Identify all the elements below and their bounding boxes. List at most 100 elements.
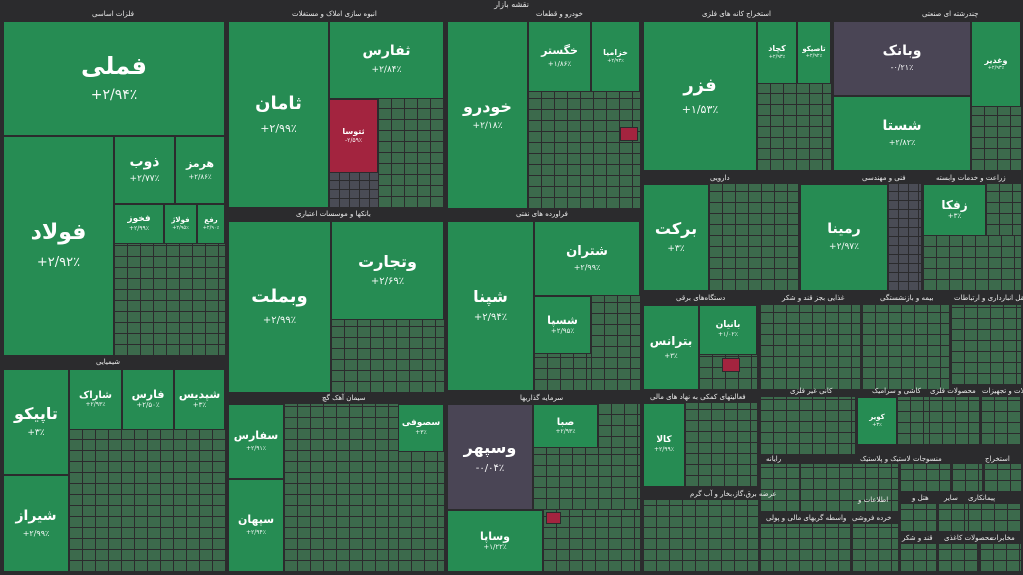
sector-label-mining: استخراج — [985, 455, 1010, 463]
tile-taapiko[interactable]: تاپیکو +۳٪ — [3, 369, 69, 475]
tile-name: رمینا — [827, 220, 861, 237]
tile-fameli[interactable]: فملی +۲/۹۴٪ — [3, 21, 225, 136]
tile-vebmelat[interactable]: وبملت +۲/۹۹٪ — [228, 221, 331, 393]
tile-saman[interactable]: ثامان +۲/۹۹٪ — [228, 21, 329, 208]
small-tiles-computer[interactable] — [760, 464, 800, 512]
tile-zefka[interactable]: زفکا +۳٪ — [923, 184, 986, 236]
small-tiles-nonmetal[interactable] — [760, 397, 855, 455]
tile-vaghadir[interactable]: وغدیر +۲/۹۳٪ — [971, 21, 1021, 107]
small-tiles-insurance[interactable] — [862, 305, 949, 390]
tile-shetran[interactable]: شتران +۲/۹۹٪ — [534, 221, 640, 296]
small-tiles-construction-2[interactable] — [329, 173, 378, 208]
small-tiles-hotel[interactable] — [900, 504, 936, 532]
tile-shasta[interactable]: شستا +۲/۸۲٪ — [833, 96, 971, 171]
tile-percent: +۳٪ — [192, 401, 207, 410]
small-tiles-engineering[interactable] — [888, 184, 921, 291]
tile-fakhooz[interactable]: فخوز +۲/۹۹٪ — [114, 204, 164, 244]
small-tiles-metal-products[interactable] — [929, 397, 979, 445]
small-tiles-transport[interactable] — [951, 305, 1021, 385]
small-tiles-chemical[interactable] — [69, 430, 225, 572]
tile-name: ذوب — [129, 153, 160, 170]
tile-hormoz[interactable]: هرمز +۲/۸۶٪ — [175, 136, 225, 204]
small-tiles-sugar[interactable] — [900, 544, 936, 572]
sector-label-electric: دستگاه‌های برقی — [676, 294, 726, 302]
tile-sefoofa[interactable]: سصوفی +۳٪ — [398, 404, 444, 452]
tile-shiraz[interactable]: شیراز +۲/۹۹٪ — [3, 475, 69, 572]
small-tiles-machinery[interactable] — [981, 397, 1021, 445]
tile-investment-negative[interactable] — [546, 512, 561, 524]
tile-sepahan[interactable]: سپهان +۲/۹۴٪ — [228, 479, 284, 572]
tile-shepdis[interactable]: شپدیس +۳٪ — [174, 369, 225, 430]
tile-seferars[interactable]: سفارس +۲/۹۱٪ — [228, 404, 284, 479]
small-tiles-agriculture[interactable] — [923, 236, 1021, 291]
tile-zob[interactable]: ذوب +۲/۷۷٪ — [114, 136, 175, 204]
small-tiles-construction[interactable] — [378, 99, 444, 208]
tile-folazh[interactable]: فولاژ +۲/۹۵٪ — [164, 204, 197, 244]
tile-khegostar[interactable]: خگستر +۱/۸۶٪ — [528, 21, 591, 92]
tile-kegaad[interactable]: کچاد +۲/۹۳٪ — [757, 21, 797, 84]
small-tiles-oil[interactable] — [591, 296, 640, 391]
small-tiles-agriculture-2[interactable] — [986, 184, 1021, 236]
tile-khodro[interactable]: خودرو +۲/۱۸٪ — [447, 21, 528, 209]
small-tiles-rubber[interactable] — [800, 464, 898, 512]
small-tiles-investment[interactable] — [533, 448, 640, 510]
small-tiles-mining[interactable] — [984, 464, 1021, 492]
tile-baniyan[interactable]: بانیان +۱/۰۲٪ — [699, 305, 757, 355]
small-tiles-cement-2[interactable] — [398, 452, 444, 572]
tile-foolad[interactable]: فولاد +۲/۹۲٪ — [3, 136, 114, 356]
small-tiles-others[interactable] — [938, 504, 968, 532]
tile-vesapa[interactable]: وساپا +۱/۲۲٪ — [447, 510, 543, 572]
tile-tasko[interactable]: تاصیکو +۲/۹۲٪ — [797, 21, 831, 84]
small-tiles-ceramic[interactable] — [897, 397, 929, 445]
sector-label-fin-intermediary: واسطه گریهای مالی و پولی — [766, 514, 847, 522]
tile-shesepa[interactable]: شسپا +۲/۹۵٪ — [534, 296, 591, 354]
small-tiles-textile-2[interactable] — [952, 464, 982, 492]
small-tiles-retail[interactable] — [852, 524, 898, 572]
tile-electric-negative[interactable] — [722, 358, 740, 372]
sector-label-multi-industry: چندرشته ای صنعتی — [922, 10, 979, 18]
sector-label-hotel: هتل و — [912, 494, 929, 502]
small-tiles-metal-ore[interactable] — [757, 84, 831, 171]
tile-name: وسپهر — [463, 438, 517, 458]
tile-kala[interactable]: کالا +۲/۹۹٪ — [643, 403, 685, 487]
tile-barekat[interactable]: برکت +۳٪ — [643, 184, 709, 291]
tile-fars[interactable]: فارس +۲/۵۰٪ — [122, 369, 174, 430]
small-tiles-pharma[interactable] — [709, 184, 798, 291]
small-tiles-cement[interactable] — [284, 404, 398, 572]
small-tiles-paper[interactable] — [938, 544, 978, 572]
tile-fezar[interactable]: فزر +۱/۵۳٪ — [643, 21, 757, 171]
small-tiles-oil-2[interactable] — [534, 354, 591, 391]
small-tiles-telecom[interactable] — [980, 544, 1021, 572]
small-tiles-investment-2[interactable] — [598, 404, 640, 448]
small-tiles-contractor[interactable] — [968, 504, 1021, 532]
tile-remina[interactable]: رمینا +۲/۹۷٪ — [800, 184, 888, 291]
small-tiles-textile[interactable] — [900, 464, 950, 492]
small-tiles-finance-support[interactable] — [685, 403, 757, 487]
small-tiles-auto[interactable] — [528, 92, 640, 209]
small-tiles-food[interactable] — [760, 305, 860, 390]
tile-sentus[interactable]: ثتوسا -۲/۵۹٪ — [329, 99, 378, 173]
tile-sharak[interactable]: شاراک +۲/۹۳٪ — [69, 369, 122, 430]
tile-khazamia[interactable]: خزامیا +۲/۹۳٪ — [591, 21, 640, 92]
tile-auto-negative[interactable] — [620, 127, 638, 141]
tile-saba[interactable]: صبا +۲/۹۳٪ — [533, 404, 598, 448]
tile-rafa[interactable]: رفع +۲/۹۰٪ — [197, 204, 225, 244]
tile-shepna[interactable]: شپنا +۲/۹۴٪ — [447, 221, 534, 391]
tile-vetejarat[interactable]: وتجارت +۲/۶۹٪ — [331, 221, 444, 320]
small-tiles-multi-industry[interactable] — [971, 107, 1021, 171]
sector-label-food: غذایی بجز قند و شکر — [782, 294, 845, 302]
sector-label-pharma: دارویی — [710, 174, 730, 182]
tile-name: فارس — [131, 388, 165, 402]
tile-sfars[interactable]: ثفارس +۲/۸۴٪ — [329, 21, 444, 99]
tile-percent: +۲/۶۹٪ — [370, 276, 405, 288]
tile-kavir[interactable]: کویر +۳٪ — [857, 397, 897, 445]
small-tiles-banks[interactable] — [331, 320, 444, 393]
tile-vabank[interactable]: وبانک -۰/۲۱٪ — [833, 21, 971, 96]
tile-percent: +۳٪ — [872, 421, 882, 428]
sector-label-retail: خرده فروشی — [852, 514, 892, 522]
small-tiles-basic-metals[interactable] — [114, 244, 225, 356]
small-tiles-utility[interactable] — [643, 500, 758, 572]
small-tiles-fin-intermediary[interactable] — [760, 524, 850, 572]
tile-vesepahr[interactable]: وسپهر -۰/۰۴٪ — [447, 404, 533, 510]
tile-bterans[interactable]: بترانس +۳٪ — [643, 305, 699, 390]
